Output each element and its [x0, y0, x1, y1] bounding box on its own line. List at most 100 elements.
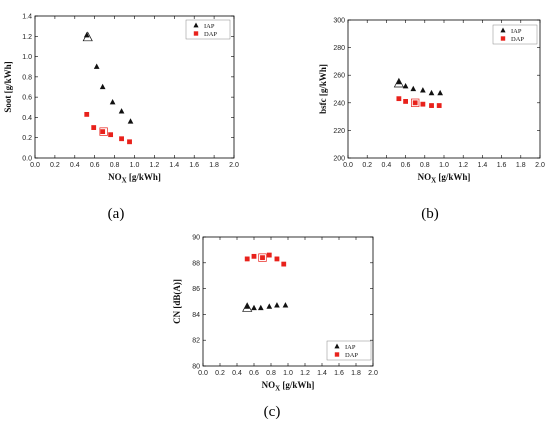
data-point-dap — [281, 261, 287, 267]
legend-marker-iap — [500, 27, 506, 33]
panel-label: (a) — [108, 206, 125, 222]
data-point-iap — [251, 304, 257, 311]
y-tick-label: 80 — [192, 364, 200, 371]
y-tick-label: 90 — [192, 235, 200, 242]
x-tick-label: 0.8 — [420, 162, 430, 169]
x-axis-title: NOX [g/kWh] — [418, 172, 471, 185]
x-tick-label: 1.8 — [351, 370, 361, 377]
data-point-iap — [118, 108, 125, 114]
data-point-dap — [436, 103, 442, 108]
y-tick-label: 82 — [192, 338, 200, 345]
y-axis-title: bsfc [g/kWh] — [318, 64, 328, 114]
data-point-iap — [109, 98, 116, 105]
data-point-dap — [420, 101, 426, 107]
x-tick-label: 1.4 — [317, 370, 327, 377]
data-point-dap — [274, 256, 280, 262]
series-iap — [242, 302, 289, 312]
x-tick-label: 1.8 — [516, 162, 526, 169]
x-axis-title: NOX [g/kWh] — [262, 380, 315, 393]
x-tick-label: 0.0 — [30, 162, 40, 169]
legend-label-dap: DAP — [511, 36, 524, 43]
data-point-iap — [428, 89, 435, 96]
y-axis-title: CN [dB(A)] — [172, 279, 182, 324]
x-tick-label: 0.8 — [110, 162, 120, 169]
highlight-point-dap — [99, 127, 108, 136]
data-point-iap — [274, 302, 280, 308]
y-tick-label: 86 — [192, 286, 200, 293]
y-tick-label: 0.4 — [22, 115, 32, 122]
data-point-dap — [429, 103, 434, 108]
y-tick-label: 280 — [333, 45, 345, 52]
data-point-iap — [420, 87, 426, 93]
x-tick-label: 2.0 — [229, 162, 239, 169]
x-tick-label: 0.6 — [90, 162, 100, 169]
data-point-iap — [266, 303, 273, 309]
x-axis-title: NOX [g/kWh] — [108, 172, 161, 185]
panel-label: (c) — [264, 404, 281, 420]
data-point-iap — [127, 118, 134, 124]
legend-marker-dap — [334, 352, 340, 357]
data-point-iap — [396, 78, 402, 85]
x-tick-label: 1.0 — [130, 162, 140, 169]
y-tick-label: 0.6 — [22, 95, 32, 102]
x-tick-label: 1.6 — [497, 162, 507, 169]
x-tick-label: 0.2 — [50, 162, 60, 169]
x-tick-label: 2.0 — [368, 370, 378, 377]
data-point-dap — [244, 256, 250, 262]
legend-marker-iap — [334, 343, 340, 349]
data-point-dap — [251, 253, 257, 259]
x-tick-label: 1.0 — [283, 370, 293, 377]
legend-label-dap: DAP — [204, 31, 217, 38]
x-tick-label: 0.2 — [215, 370, 225, 377]
legend-marker-dap — [500, 36, 506, 41]
series-iap — [82, 31, 134, 124]
data-point-dap — [84, 111, 90, 117]
y-tick-label: 240 — [333, 100, 345, 107]
panel-label: (b) — [421, 206, 439, 222]
x-tick-label: 0.4 — [232, 370, 242, 377]
y-tick-label: 1.0 — [22, 54, 32, 61]
y-tick-label: 200 — [333, 156, 345, 163]
y-axis-title: Soot [g/kWh] — [3, 61, 13, 112]
legend-label-iap: IAP — [511, 28, 522, 35]
legend-label-iap: IAP — [345, 344, 356, 351]
data-point-iap — [244, 303, 251, 309]
y-tick-label: 1.4 — [22, 14, 32, 21]
data-point-iap — [257, 304, 264, 311]
data-point-dap — [266, 252, 272, 258]
x-tick-label: 0.0 — [198, 370, 208, 377]
data-point-dap — [396, 96, 402, 102]
y-tick-label: 0.8 — [22, 74, 32, 81]
y-tick-label: 260 — [333, 73, 345, 80]
series-iap — [393, 77, 443, 96]
data-point-dap — [260, 255, 265, 261]
x-tick-label: 0.2 — [362, 162, 372, 169]
x-tick-label: 1.0 — [439, 162, 449, 169]
x-tick-label: 1.2 — [150, 162, 160, 169]
chart-panel-b: 0.0 0.2 0.4 0.6 0.8 1.0 1.2 1.4 1.6 1.8 2.0 200 220 2… — [318, 18, 545, 223]
chart-panel-c: 0.0 0.2 0.4 0.6 0.8 1.0 1.2 1.4 1.6 1.8 2.0 80 82 84 8… — [172, 235, 378, 421]
x-tick-label: 1.4 — [478, 162, 488, 169]
x-tick-label: 1.4 — [169, 162, 179, 169]
x-tick-label: 1.6 — [334, 370, 344, 377]
y-tick-label: 220 — [333, 128, 345, 135]
x-tick-label: 0.4 — [382, 162, 392, 169]
data-point-iap — [99, 83, 106, 90]
data-point-dap — [412, 100, 418, 106]
y-tick-label: 84 — [192, 312, 200, 319]
x-tick-label: 1.8 — [209, 162, 219, 169]
x-tick-label: 0.0 — [343, 162, 353, 169]
data-point-iap — [282, 302, 289, 308]
legend-marker-iap — [193, 22, 199, 28]
data-point-iap — [93, 63, 100, 69]
x-tick-label: 0.6 — [401, 162, 411, 169]
highlight-point-dap — [258, 253, 267, 262]
legend-label-dap: DAP — [345, 352, 358, 359]
highlight-point-dap — [411, 98, 420, 107]
x-tick-label: 0.4 — [70, 162, 80, 169]
data-point-dap — [127, 139, 132, 145]
